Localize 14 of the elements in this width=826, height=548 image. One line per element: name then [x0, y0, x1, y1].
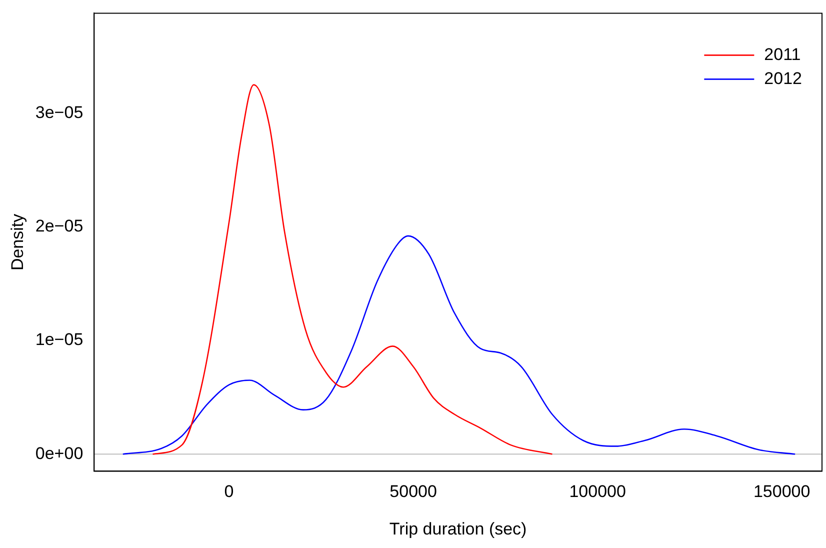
line-series	[122, 235, 796, 455]
y-tick-label: 1e−05	[35, 330, 84, 350]
line-series	[152, 84, 553, 455]
legend-label: 2012	[764, 68, 802, 88]
y-tick-label: 0e+00	[35, 444, 84, 463]
y-tick-label: 3e−05	[35, 102, 84, 122]
x-tick-label: 100000	[569, 482, 626, 502]
x-axis-title: Trip duration (sec)	[389, 519, 527, 538]
x-tick-label: 50000	[390, 482, 437, 502]
y-axis-title: Density	[8, 213, 27, 271]
x-tick-label: 0	[224, 482, 234, 502]
y-tick-label: 2e−05	[35, 216, 84, 236]
x-tick-label: 150000	[753, 482, 810, 502]
legend-label: 2011	[764, 44, 801, 64]
